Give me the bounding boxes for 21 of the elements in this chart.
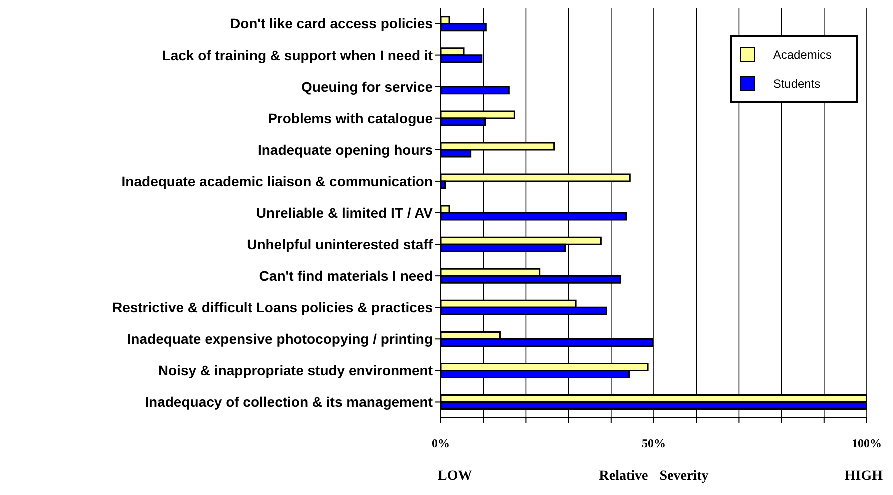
y-tick-label: Unreliable & limited IT / AV <box>256 204 434 221</box>
y-tick-label: Unhelpful uninterested staff <box>247 236 434 253</box>
y-tick-label: Can't find materials I need <box>259 268 433 284</box>
y-tick-label: Lack of training & support when I need it <box>162 47 434 64</box>
y-tick-label: Problems with catalogue <box>268 110 434 126</box>
text: HIGH <box>844 469 883 485</box>
y-tick-label: Queuing for service <box>302 78 434 95</box>
y-tick-label: Inadequate opening hours <box>258 142 434 158</box>
x-tick-label: 50% <box>642 436 666 451</box>
legend-label: Academics <box>773 48 832 62</box>
y-tick-label: Inadequate expensive photocopying / printing <box>127 331 433 348</box>
legend-label: Students <box>773 76 821 90</box>
y-tick-label: Inadequate academic liaison & communication <box>122 173 433 190</box>
text: LOW <box>438 469 472 485</box>
y-tick-label: Noisy & inappropriate study environment <box>158 362 434 379</box>
y-tick-label: Inadequacy of collection & its management <box>145 394 434 410</box>
y-tick-label: Restrictive & difficult Loans policies & practices <box>112 300 434 316</box>
x-axis-title: Relative Severity <box>599 469 709 484</box>
x-tick-label: 100% <box>852 436 882 451</box>
y-tick-label: Don't like card access policies <box>230 16 434 32</box>
x-tick-label: 0% <box>432 436 450 451</box>
